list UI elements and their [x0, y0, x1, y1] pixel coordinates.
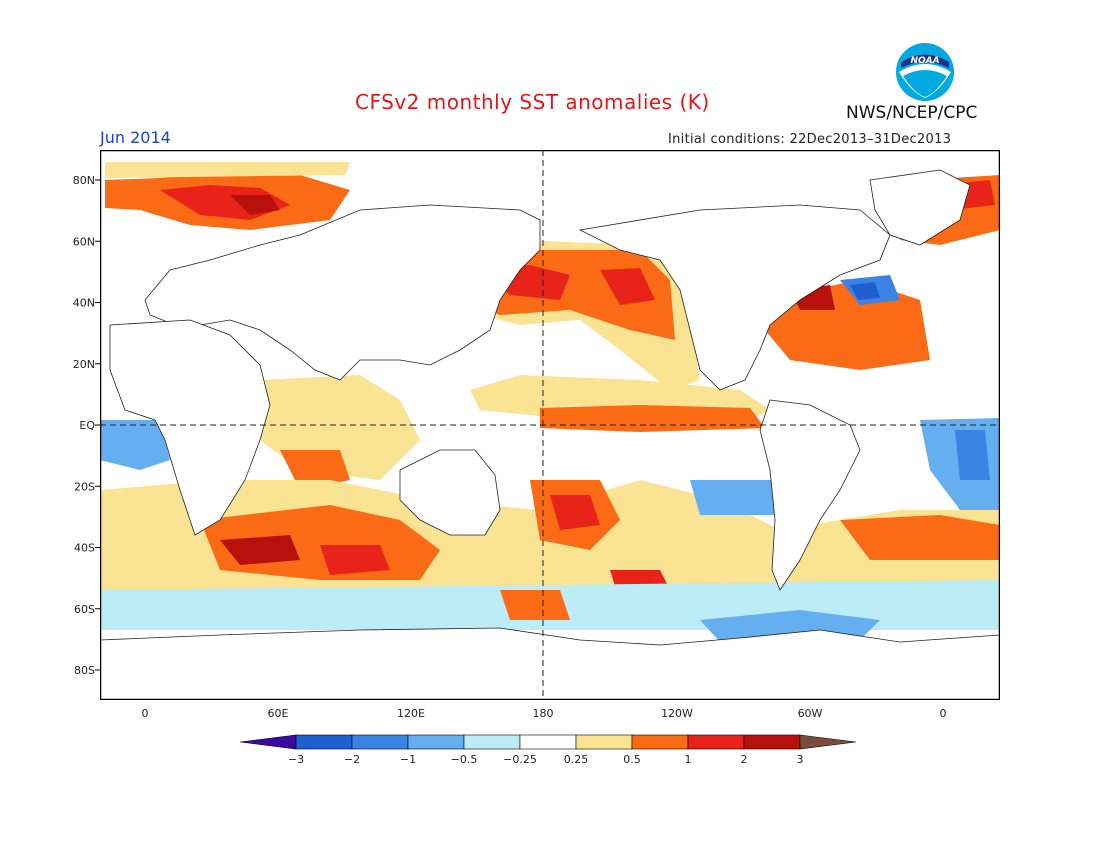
colorbar-swatch: [519, 734, 577, 750]
agency-label: NWS/NCEP/CPC: [846, 103, 978, 123]
colorbar-label: −0.5: [451, 753, 478, 766]
colorbar-swatch: [295, 734, 353, 750]
latitude-label: 20S: [74, 480, 95, 493]
colorbar-swatch: [351, 734, 409, 750]
longitude-label: 0: [940, 707, 947, 720]
latitude-label: 20N: [73, 358, 95, 371]
colorbar-label: −1: [400, 753, 416, 766]
colorbar-label: −2: [344, 753, 360, 766]
colorbar-label: −3: [288, 753, 304, 766]
colorbar-label: 3: [797, 753, 804, 766]
longitude-label: 180: [533, 707, 554, 720]
colorbar-swatch: [240, 734, 297, 750]
latitude-axis: 80N 60N 40N 20N EQ 20S 40S 60S 80S: [73, 174, 100, 677]
latitude-label: EQ: [79, 419, 95, 432]
latitude-label: 40S: [74, 542, 95, 555]
colorbar-label: 0.5: [623, 753, 641, 766]
colorbar-swatch: [575, 734, 633, 750]
colorbar-swatch: [687, 734, 745, 750]
colorbar-swatch: [631, 734, 689, 750]
longitude-label: 120E: [397, 707, 425, 720]
map-title: CFSv2 monthly SST anomalies (K): [355, 90, 710, 114]
latitude-label: 60S: [74, 603, 95, 616]
colorbar-label: 2: [741, 753, 748, 766]
colorbar-label: −0.25: [503, 753, 537, 766]
longitude-label: 0: [142, 707, 149, 720]
colorbar-swatch: [463, 734, 521, 750]
colorbar: −3 −2 −1 −0.5 −0.25 0.25 0.5 1 2 3: [240, 734, 857, 766]
initial-conditions-label: Initial conditions: 22Dec2013–31Dec2013: [668, 132, 952, 147]
latitude-label: 60N: [73, 235, 95, 248]
colorbar-label: 0.25: [564, 753, 589, 766]
sst-anomaly-map: [100, 150, 1000, 700]
svg-text:NOAA: NOAA: [910, 56, 939, 66]
longitude-axis: 0 60E 120E 180 120W 60W 0: [142, 707, 947, 720]
noaa-logo: NOAA: [896, 43, 954, 101]
latitude-label: 40N: [73, 297, 95, 310]
latitude-label: 80N: [73, 174, 95, 187]
coastlines: [100, 169, 1000, 700]
valid-month-label: Jun 2014: [100, 128, 171, 147]
longitude-label: 120W: [661, 707, 693, 720]
reference-lines: [100, 150, 1000, 700]
colorbar-swatch: [407, 734, 465, 750]
colorbar-swatch: [743, 734, 801, 750]
latitude-label: 80S: [74, 664, 95, 677]
longitude-label: 60E: [268, 707, 289, 720]
colorbar-swatch: [799, 734, 857, 750]
colorbar-label: 1: [685, 753, 692, 766]
longitude-label: 60W: [798, 707, 823, 720]
